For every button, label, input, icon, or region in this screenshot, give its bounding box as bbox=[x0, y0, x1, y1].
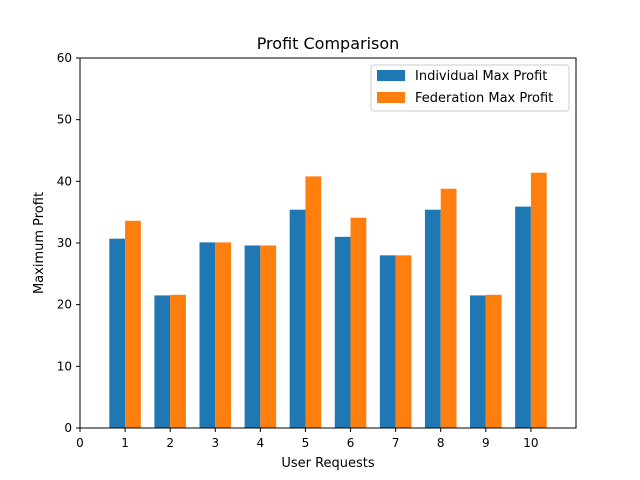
bar-individual-4 bbox=[244, 245, 261, 428]
x-axis-label: User Requests bbox=[281, 456, 375, 471]
bar-federation-7 bbox=[395, 255, 412, 428]
bar-federation-2 bbox=[170, 294, 186, 428]
x-tick-label: 4 bbox=[257, 436, 265, 450]
x-tick-label: 1 bbox=[121, 436, 129, 450]
legend-swatch bbox=[377, 92, 405, 103]
x-axis: 0 1 2 3 4 5 6 7 8 9 10 bbox=[76, 428, 539, 450]
x-tick-label: 2 bbox=[166, 436, 174, 450]
x-tick-label: 5 bbox=[302, 436, 310, 450]
y-tick-label: 30 bbox=[57, 236, 72, 250]
y-tick-label: 60 bbox=[57, 51, 72, 65]
y-tick-label: 0 bbox=[64, 421, 72, 435]
bars-layer bbox=[109, 172, 547, 428]
x-tick-label: 6 bbox=[347, 436, 355, 450]
bar-federation-10 bbox=[530, 172, 547, 428]
bar-individual-8 bbox=[424, 209, 441, 428]
y-axis-label: Maximum Profit bbox=[32, 192, 47, 294]
legend-box bbox=[370, 64, 570, 112]
bar-individual-5 bbox=[289, 209, 306, 428]
y-tick-label: 50 bbox=[57, 113, 72, 127]
bar-individual-3 bbox=[199, 242, 216, 428]
legend-swatch bbox=[377, 70, 405, 81]
x-tick-label: 0 bbox=[76, 436, 84, 450]
bar-individual-2 bbox=[154, 295, 171, 428]
bar-federation-1 bbox=[125, 220, 141, 428]
x-tick-label: 9 bbox=[482, 436, 490, 450]
bar-individual-9 bbox=[470, 295, 486, 428]
bar-federation-3 bbox=[215, 242, 232, 428]
legend-label: Individual Max Profit bbox=[415, 69, 547, 84]
bar-federation-5 bbox=[305, 176, 322, 428]
x-tick-label: 3 bbox=[211, 436, 219, 450]
bar-individual-1 bbox=[109, 238, 126, 428]
legend: Individual Max Profit Federation Max Prof… bbox=[370, 64, 570, 112]
bar-federation-6 bbox=[350, 217, 367, 428]
bar-federation-8 bbox=[440, 188, 457, 428]
bar-individual-7 bbox=[379, 255, 396, 428]
bar-federation-4 bbox=[260, 245, 277, 428]
y-axis: 0 10 20 30 40 50 60 bbox=[57, 51, 80, 435]
x-tick-label: 10 bbox=[523, 436, 538, 450]
y-tick-label: 40 bbox=[57, 174, 72, 188]
x-tick-label: 7 bbox=[392, 436, 400, 450]
chart-title: Profit Comparison bbox=[257, 34, 400, 53]
bar-individual-6 bbox=[334, 236, 351, 428]
x-tick-label: 8 bbox=[437, 436, 445, 450]
legend-label: Federation Max Profit bbox=[415, 91, 553, 106]
y-tick-label: 10 bbox=[57, 359, 72, 373]
y-tick-label: 20 bbox=[57, 298, 72, 312]
bar-federation-9 bbox=[485, 294, 502, 428]
bar-individual-10 bbox=[515, 206, 531, 428]
